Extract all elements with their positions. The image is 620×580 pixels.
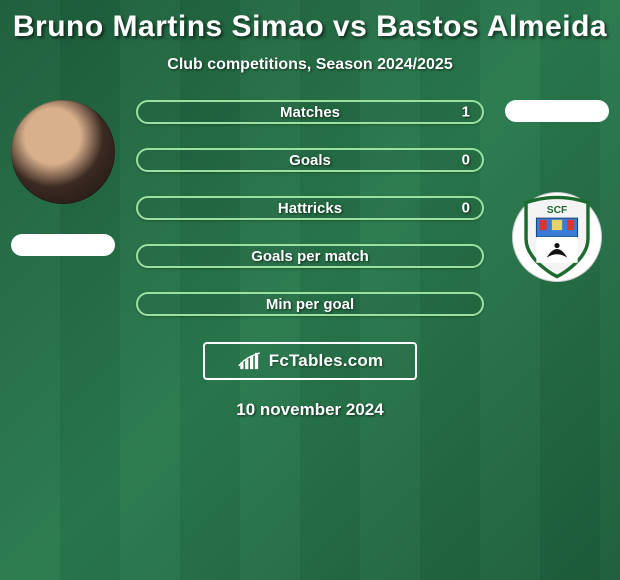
club-crest-icon: SCF [514,194,600,280]
stat-value-right: 1 [462,104,470,121]
svg-text:SCF: SCF [547,205,568,216]
stat-row-min-per-goal: Min per goal [136,292,484,316]
comparison-panel: Matches 1 Goals 0 Hattricks 0 Goals per … [0,96,620,316]
club-badge-right: SCF [512,192,602,282]
stat-label: Matches [280,104,340,121]
brand-label: FcTables.com [269,351,384,371]
stat-row-matches: Matches 1 [136,100,484,124]
stat-value-right: 0 [462,200,470,217]
stat-value-right: 0 [462,152,470,169]
team-pill-right [505,100,609,122]
stat-label: Min per goal [266,296,354,313]
stat-bars: Matches 1 Goals 0 Hattricks 0 Goals per … [136,96,484,316]
stat-label: Hattricks [278,200,342,217]
left-player-column [8,96,118,256]
right-player-column: SCF [502,96,612,282]
brand-chart-icon [237,351,263,371]
page-title: Bruno Martins Simao vs Bastos Almeida [0,6,620,48]
brand-badge[interactable]: FcTables.com [203,342,417,380]
snapshot-date: 10 november 2024 [0,400,620,420]
stat-row-goals: Goals 0 [136,148,484,172]
stat-row-goals-per-match: Goals per match [136,244,484,268]
team-pill-left [11,234,115,256]
stat-label: Goals [289,152,331,169]
player-avatar-left [11,100,115,204]
stat-row-hattricks: Hattricks 0 [136,196,484,220]
stat-label: Goals per match [251,248,369,265]
subtitle: Club competitions, Season 2024/2025 [0,56,620,74]
